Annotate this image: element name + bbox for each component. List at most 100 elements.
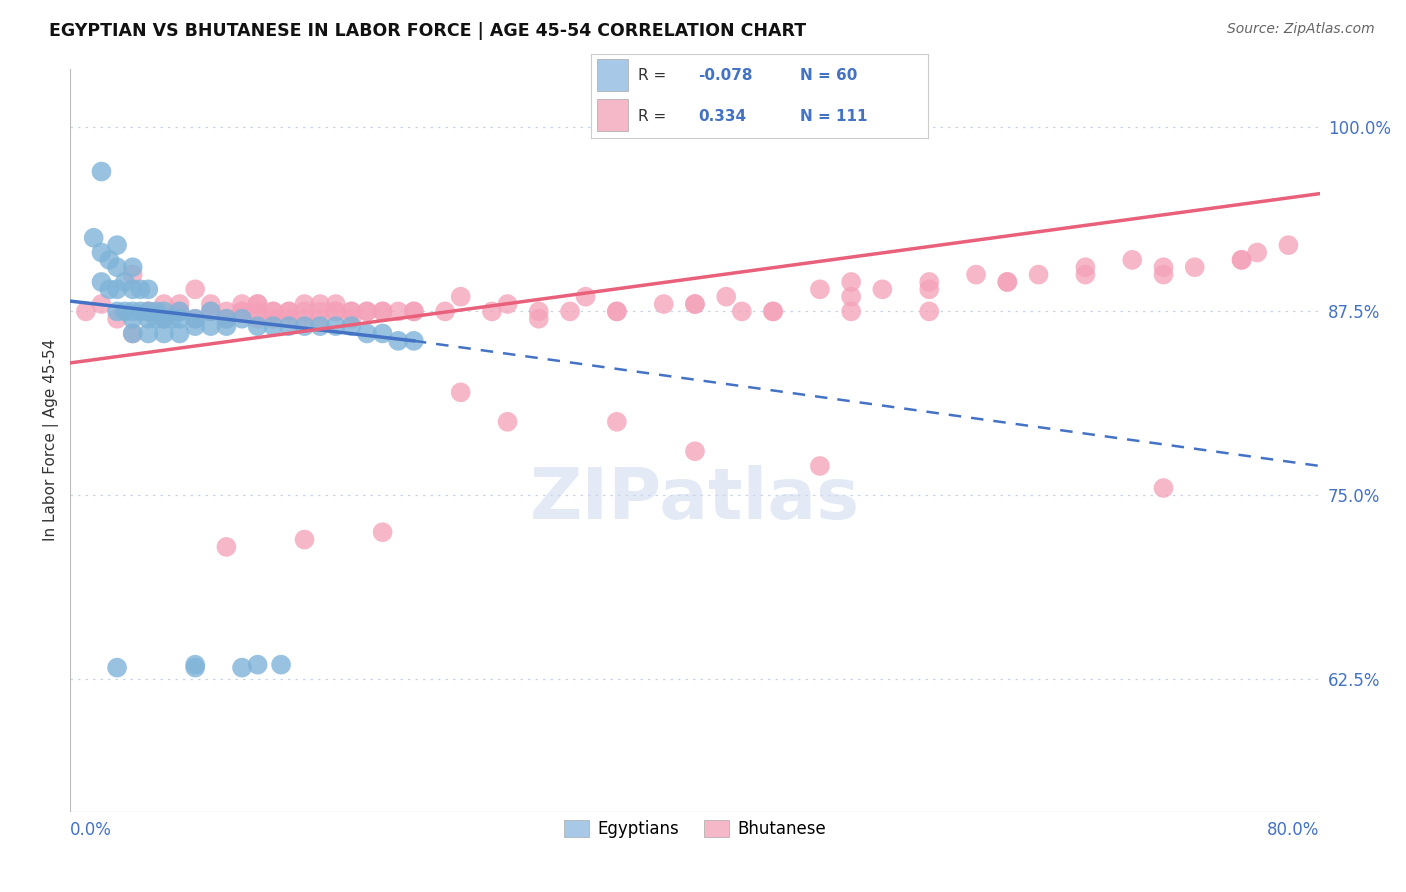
Point: [200, 304, 222, 318]
Point: [839, 290, 862, 304]
Point: [215, 311, 238, 326]
Point: [762, 304, 785, 318]
Point: [714, 290, 737, 304]
Point: [145, 304, 167, 318]
Point: [129, 304, 152, 318]
Point: [496, 415, 519, 429]
Point: [731, 304, 754, 318]
Point: [121, 326, 143, 341]
Point: [1121, 252, 1143, 267]
Point: [90, 275, 112, 289]
Point: [995, 275, 1018, 289]
Point: [121, 260, 143, 275]
Point: [309, 297, 332, 311]
Point: [169, 304, 191, 318]
Point: [105, 238, 128, 252]
Point: [294, 311, 316, 326]
Point: [527, 304, 550, 318]
Point: [496, 297, 519, 311]
Point: [231, 304, 253, 318]
Point: [1246, 245, 1268, 260]
Point: [184, 319, 207, 334]
Point: [277, 319, 299, 334]
Point: [1230, 252, 1253, 267]
Point: [309, 304, 332, 318]
Point: [231, 297, 253, 311]
Point: [371, 326, 394, 341]
Text: -0.078: -0.078: [699, 68, 754, 83]
Point: [995, 275, 1018, 289]
Point: [683, 297, 706, 311]
Point: [215, 319, 238, 334]
Text: R =: R =: [638, 68, 666, 83]
Point: [246, 319, 269, 334]
Point: [387, 334, 409, 348]
Point: [918, 282, 941, 296]
Point: [153, 311, 176, 326]
Point: [90, 245, 112, 260]
Point: [387, 304, 409, 318]
Point: [325, 304, 347, 318]
Point: [231, 660, 253, 674]
Text: R =: R =: [638, 109, 666, 124]
Point: [1153, 481, 1175, 495]
Point: [1153, 260, 1175, 275]
Point: [325, 304, 347, 318]
Point: [325, 297, 347, 311]
Point: [215, 304, 238, 318]
Legend: Egyptians, Bhutanese: Egyptians, Bhutanese: [557, 813, 832, 845]
Point: [371, 304, 394, 318]
Text: N = 60: N = 60: [800, 68, 858, 83]
Point: [839, 275, 862, 289]
Point: [105, 311, 128, 326]
Point: [277, 304, 299, 318]
Point: [1184, 260, 1206, 275]
Point: [184, 282, 207, 296]
Point: [606, 304, 628, 318]
Point: [215, 540, 238, 554]
Point: [262, 304, 284, 318]
Point: [371, 525, 394, 540]
Point: [246, 297, 269, 311]
Point: [169, 297, 191, 311]
Text: 0.0%: 0.0%: [70, 821, 112, 838]
Point: [262, 304, 284, 318]
Point: [356, 304, 378, 318]
Point: [105, 282, 128, 296]
Point: [136, 304, 159, 318]
Point: [231, 304, 253, 318]
Point: [153, 297, 176, 311]
Point: [105, 304, 128, 318]
Point: [527, 311, 550, 326]
Point: [402, 334, 425, 348]
Point: [839, 304, 862, 318]
Point: [136, 282, 159, 296]
Text: 0.334: 0.334: [699, 109, 747, 124]
Point: [683, 444, 706, 458]
Point: [114, 275, 136, 289]
Point: [356, 326, 378, 341]
Point: [90, 164, 112, 178]
Text: Source: ZipAtlas.com: Source: ZipAtlas.com: [1227, 22, 1375, 37]
Point: [200, 304, 222, 318]
Point: [90, 297, 112, 311]
Point: [340, 319, 363, 334]
Point: [606, 304, 628, 318]
Point: [450, 385, 472, 400]
Point: [184, 311, 207, 326]
Point: [309, 311, 332, 326]
Point: [98, 282, 121, 296]
Point: [121, 268, 143, 282]
Point: [136, 326, 159, 341]
Point: [169, 304, 191, 318]
Point: [200, 319, 222, 334]
Point: [575, 290, 598, 304]
Point: [83, 231, 105, 245]
Point: [246, 657, 269, 672]
Point: [1230, 252, 1253, 267]
Point: [231, 311, 253, 326]
Point: [184, 660, 207, 674]
Point: [558, 304, 581, 318]
Text: N = 111: N = 111: [800, 109, 868, 124]
Bar: [598, 59, 627, 91]
